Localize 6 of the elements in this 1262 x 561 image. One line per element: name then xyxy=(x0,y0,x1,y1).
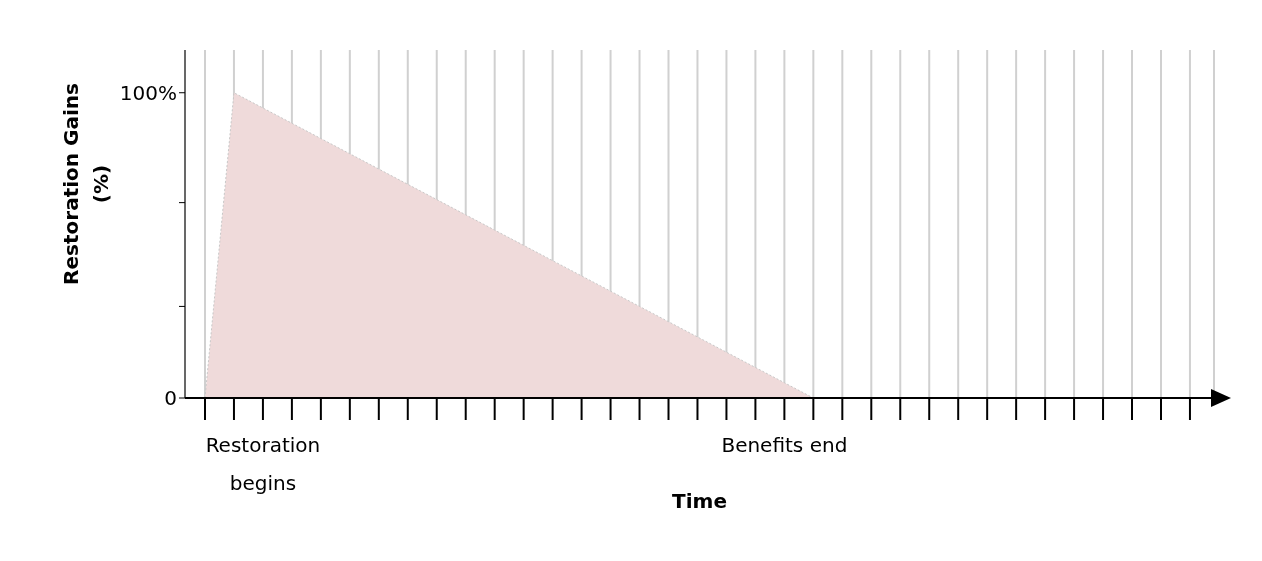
x-tick-label: Benefits end xyxy=(721,433,848,457)
x-axis-title: Time xyxy=(672,489,727,513)
y-tick-label: 0 xyxy=(164,386,177,411)
x-tick-label: Restoration begins xyxy=(205,433,321,495)
y-tick-label: 100% xyxy=(119,80,177,105)
y-axis-title: Restoration Gains (%) xyxy=(59,83,113,285)
